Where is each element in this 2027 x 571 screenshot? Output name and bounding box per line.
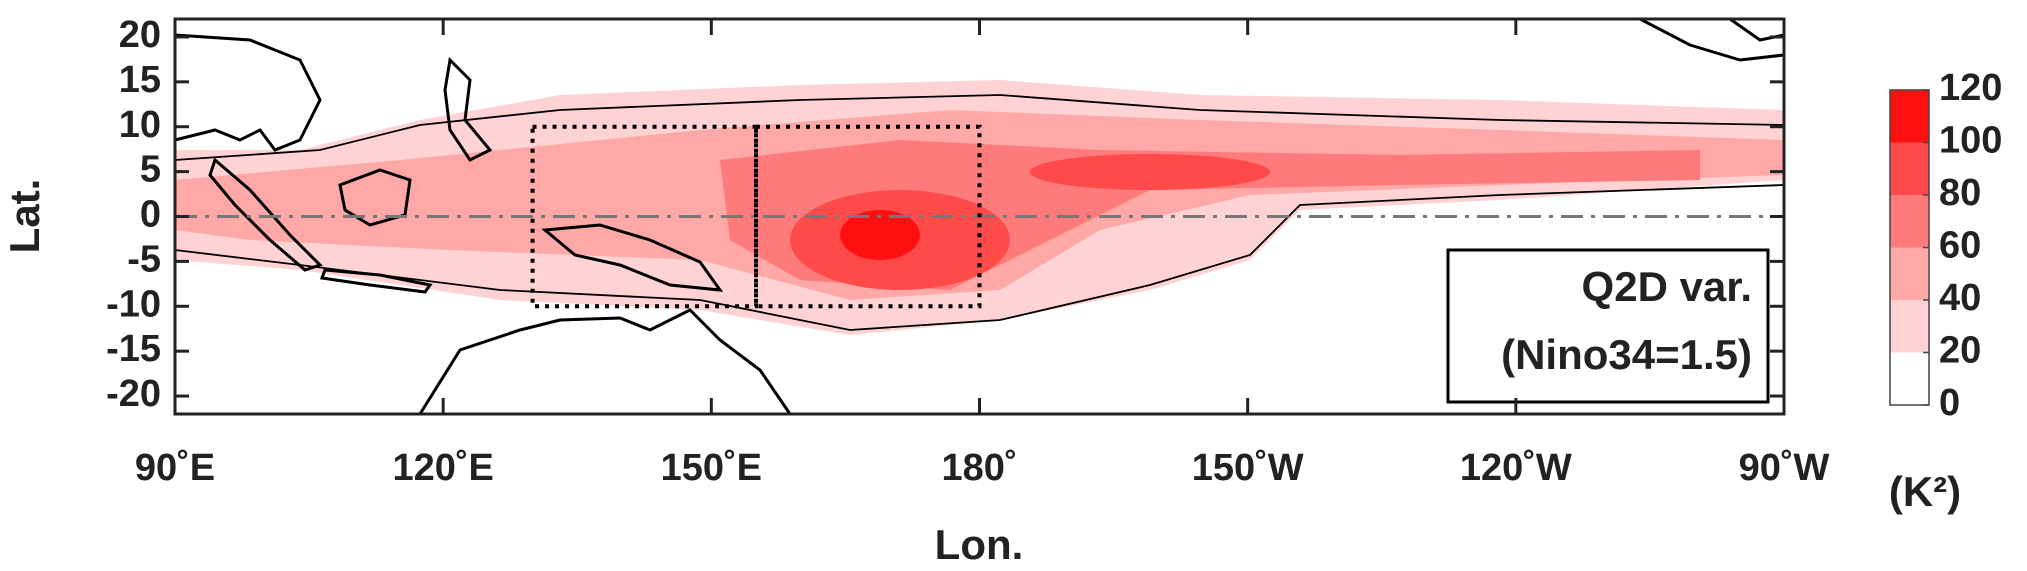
colorbar-tick-label: 40 xyxy=(1939,277,1981,319)
y-axis-label: Lat. xyxy=(1,179,48,254)
y-tick-label: -5 xyxy=(127,238,161,280)
y-tick-label: -20 xyxy=(106,373,161,415)
indochina xyxy=(174,33,322,152)
x-tick-label: 120˚W xyxy=(1460,447,1572,489)
colorbar-tick-label: 60 xyxy=(1939,225,1981,267)
contour xyxy=(174,184,1785,331)
x-tick-label: 150˚W xyxy=(1192,447,1304,489)
region-box xyxy=(754,124,982,309)
shade-80 xyxy=(1030,154,1270,190)
x-tick-label: 90˚W xyxy=(1739,447,1830,489)
region-box xyxy=(530,124,759,309)
colorbar-label: (K²) xyxy=(1889,468,1961,515)
y-tick-label: -15 xyxy=(106,328,161,370)
americas xyxy=(1639,17,1785,62)
x-tick-label: 90˚E xyxy=(135,447,215,489)
y-tick-label: 5 xyxy=(140,149,161,191)
colorbar-tick-label: 0 xyxy=(1939,382,1960,424)
philippines xyxy=(443,56,493,162)
annotation: Q2D var. xyxy=(1582,263,1752,310)
contour xyxy=(174,94,1785,161)
x-tick-label: 120˚E xyxy=(392,447,493,489)
australia xyxy=(418,308,792,415)
colorbar-swatch xyxy=(1890,195,1929,248)
colorbar-swatch xyxy=(1890,300,1929,353)
colorbar-swatch xyxy=(1890,142,1929,195)
x-tick-label: 150˚E xyxy=(661,447,762,489)
field xyxy=(175,80,1784,335)
new-guinea xyxy=(541,223,724,292)
colorbar-tick-label: 20 xyxy=(1939,330,1981,372)
x-axis-label: Lon. xyxy=(935,521,1024,568)
y-tick-label: 10 xyxy=(119,104,161,146)
colorbar-tick-label: 80 xyxy=(1939,172,1981,214)
y-tick-label: 20 xyxy=(119,14,161,56)
annotation: (Nino34=1.5) xyxy=(1501,331,1752,378)
colorbar-tick-label: 100 xyxy=(1939,120,2002,162)
y-tick-label: -10 xyxy=(106,283,161,325)
shade-100 xyxy=(840,210,920,260)
y-tick-label: 15 xyxy=(119,59,161,101)
legend-box xyxy=(1446,248,1770,404)
colorbar-swatch xyxy=(1890,90,1929,143)
colorbar-swatch xyxy=(1890,247,1929,300)
colorbar-swatch xyxy=(1890,352,1929,405)
x-tick-label: 180˚ xyxy=(941,447,1017,489)
colorbar-tick-label: 120 xyxy=(1939,67,2002,109)
sumatra xyxy=(208,157,323,272)
y-tick-label: 0 xyxy=(140,194,161,236)
